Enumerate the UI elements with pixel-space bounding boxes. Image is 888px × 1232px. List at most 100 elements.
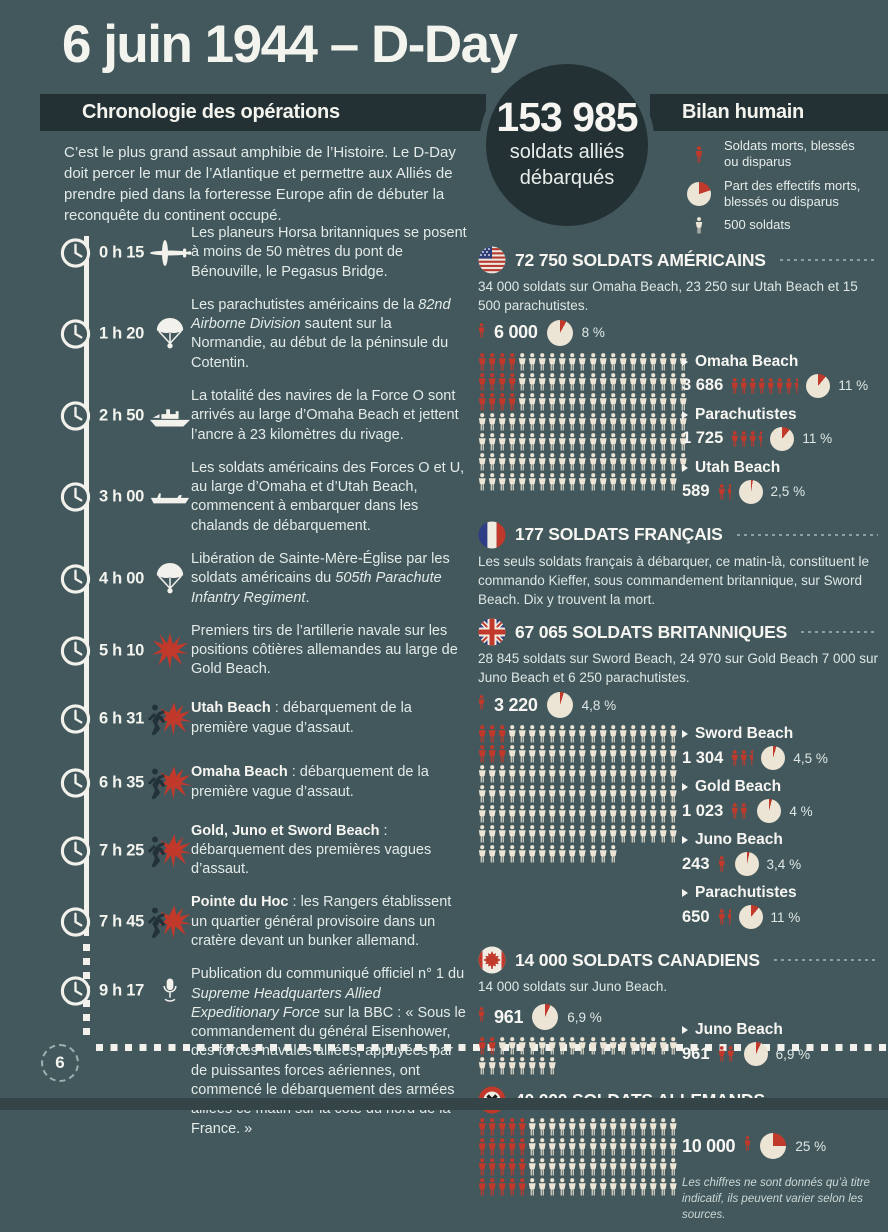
losses-pct: 25 % (795, 1138, 827, 1154)
soldier-icon (619, 372, 627, 391)
soldier-icon (629, 805, 637, 823)
pictogram-row (478, 1178, 677, 1198)
soldier-icon (619, 785, 627, 803)
soldier-icon (529, 392, 536, 411)
losses-icon-strip (718, 1046, 736, 1062)
soldier-icon (609, 785, 617, 803)
soldier-icon (569, 1178, 577, 1196)
soldier-icon (741, 430, 748, 447)
triangle-bullet-icon (682, 357, 688, 366)
soldier-icon (478, 785, 486, 803)
soldier-icon (619, 825, 627, 843)
soldier-icon (529, 1057, 536, 1075)
soldier-icon (539, 745, 546, 763)
soldier-icon (649, 1158, 657, 1176)
soldier-icon (609, 825, 617, 843)
soldier-icon (649, 805, 657, 823)
soldier-icon (488, 825, 496, 843)
soldier-icon (488, 372, 496, 391)
soldier-icon (639, 725, 647, 743)
soldier-icon (488, 1118, 496, 1136)
soldier-icon (508, 825, 516, 843)
soldier-icon (498, 352, 506, 371)
soldier-icon (609, 432, 617, 451)
soldier-icon (539, 432, 546, 451)
page-number: 6 (41, 1044, 79, 1082)
sources-footnote: Les chiffres ne sont donnés qu’à titre i… (682, 1177, 870, 1222)
allied-total-caption-1: soldats alliés (509, 141, 625, 164)
soldier-icon (629, 432, 637, 451)
soldier-icon (488, 432, 496, 451)
soldier-icon (718, 856, 725, 872)
soldier-icon (669, 805, 677, 823)
soldier-icon (539, 1037, 546, 1055)
soldier-icon (498, 845, 506, 863)
soldier-icon (478, 472, 486, 491)
timeline-event: 0 h 15 Les planeurs Horsa britanniques s… (55, 224, 469, 282)
soldier-icon (508, 372, 516, 391)
soldier-icon (508, 785, 516, 803)
dotted-leader (801, 631, 878, 634)
clock-icon (59, 318, 92, 351)
soldier-icon (619, 392, 627, 411)
soldier-icon (508, 1057, 516, 1075)
soldier-icon (488, 452, 496, 471)
soldier-icon (508, 1118, 516, 1136)
soldier-icon (478, 845, 486, 863)
soldier-icon (498, 805, 506, 823)
soldier-icon (488, 392, 496, 411)
soldier-icon (599, 1178, 607, 1196)
legend-label: 500 soldats (724, 217, 791, 233)
soldier-icon (478, 1118, 486, 1136)
soldier-icon (508, 765, 516, 783)
soldier-icon (579, 1178, 587, 1196)
legend-item-unit: 500 soldats (686, 217, 878, 234)
soldier-icon (488, 352, 496, 371)
soldier-icon (619, 805, 627, 823)
soldier-icon (795, 377, 799, 394)
soldier-icon (639, 1118, 647, 1136)
soldier-icon (529, 1138, 536, 1156)
beach-losses-pct: 4 % (789, 803, 813, 819)
soldier-icon (619, 412, 627, 431)
soldier-icon (659, 1138, 667, 1156)
soldier-icon (569, 785, 577, 803)
event-text: Les planeurs Horsa britanniques se posen… (191, 225, 467, 280)
soldier-icon (559, 765, 567, 783)
beach-losses-pie (806, 373, 831, 398)
soldier-icon (589, 725, 597, 743)
soldier-icon (478, 1138, 486, 1156)
canada-flag-icon (478, 946, 506, 974)
legend-item-losses: Soldats morts, blessés ou disparus (686, 138, 878, 171)
section-desc: Les seuls soldats français à débarquer, … (478, 553, 869, 607)
soldier-icon (609, 392, 617, 411)
event-text: Les parachutistes américains de la 82nd … (191, 296, 451, 371)
soldier-icon (639, 765, 647, 783)
soldier-icon (639, 432, 647, 451)
soldier-icon (569, 472, 577, 491)
soldier-icon (669, 372, 677, 391)
soldier-icon (478, 352, 486, 371)
allied-total-caption-2: débarqués (519, 167, 615, 190)
soldier-icon (498, 1057, 506, 1075)
timeline-event: 4 h 00 Libération de Sainte-Mère-Église … (55, 550, 469, 608)
event-time: 4 h 00 (99, 569, 144, 588)
timeline-event: 9 h 17 Publication du communiqué officie… (55, 965, 469, 1139)
soldier-icon (619, 765, 627, 783)
event-text: La totalité des navires de la Force O so… (191, 387, 459, 443)
triangle-bullet-icon (682, 1026, 688, 1035)
soldier-icon (659, 1178, 667, 1196)
pictogram-row (478, 745, 677, 765)
soldier-icon (744, 1136, 751, 1151)
section-title: 72 750 SOLDATS AMÉRICAINS (515, 249, 766, 270)
soldier-icon (529, 372, 536, 391)
casualties-column: Soldats morts, blessés ou disparus Part … (478, 138, 878, 1232)
beach-substats: Sword Beach 1 304 4,5 % Gold Beach 1 023… (670, 725, 878, 937)
beach-name: Juno Beach (682, 831, 878, 849)
soldier-icon (639, 452, 647, 471)
soldier-icon (488, 1158, 496, 1176)
soldier-icon (529, 1118, 536, 1136)
soldier-icon (741, 803, 748, 819)
soldier-icon (549, 1138, 556, 1156)
soldier-icon (649, 352, 657, 371)
